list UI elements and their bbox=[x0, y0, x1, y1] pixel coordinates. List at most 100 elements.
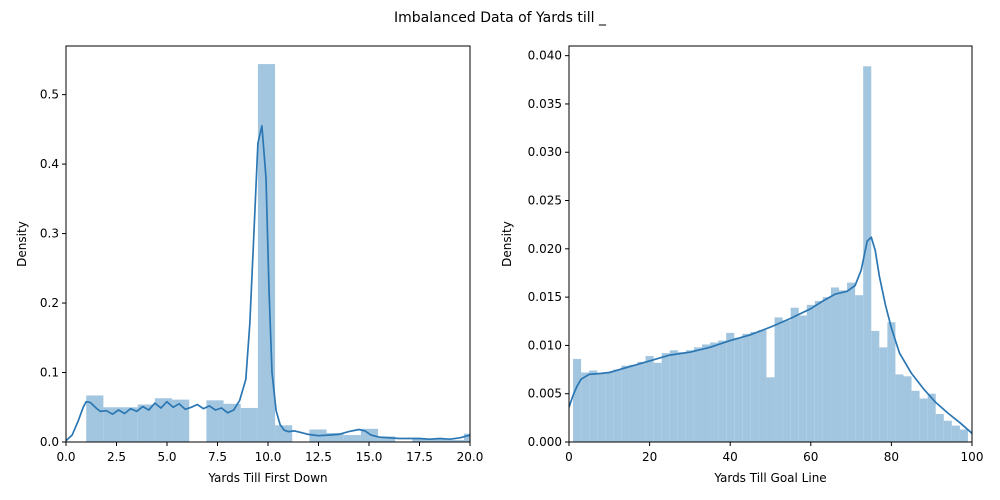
histogram-bar bbox=[597, 373, 606, 442]
histogram-bars bbox=[86, 64, 470, 442]
histogram-bar bbox=[326, 432, 344, 442]
histogram-bar bbox=[863, 66, 872, 442]
histogram-bar bbox=[734, 337, 743, 442]
histogram-bar bbox=[855, 295, 864, 442]
histogram-bar bbox=[378, 436, 396, 442]
x-tick-label: 7.5 bbox=[208, 450, 227, 464]
histogram-bar bbox=[172, 399, 190, 442]
histogram-bar bbox=[343, 435, 361, 442]
histogram-bar bbox=[257, 64, 276, 442]
x-tick-label: 5.0 bbox=[157, 450, 176, 464]
histogram-bars bbox=[573, 66, 968, 442]
histogram-bar bbox=[637, 361, 646, 442]
axes-frame bbox=[568, 45, 973, 443]
histogram-bar bbox=[710, 342, 719, 442]
histogram-bar bbox=[871, 330, 880, 442]
chart-panel-yards-till-first-down: 0.0 2.5 5.0 7.5 10.0 12.5 15.0 17.5 20.0 0.0 0.1 0.… bbox=[15, 45, 484, 485]
histogram-bar bbox=[86, 395, 104, 442]
x-tick-label: 0.0 bbox=[56, 450, 75, 464]
histogram-bar bbox=[847, 282, 856, 442]
histogram-bar bbox=[573, 358, 582, 442]
histogram-bar bbox=[412, 438, 430, 442]
histogram-bar bbox=[903, 376, 912, 442]
histogram-bar bbox=[790, 307, 799, 442]
x-tick-label: 15.0 bbox=[356, 450, 383, 464]
y-tick-label: 0.5 bbox=[40, 88, 59, 102]
histogram-bar bbox=[137, 404, 155, 442]
x-axis-label: Yards Till First Down bbox=[207, 471, 327, 485]
histogram-bar bbox=[581, 372, 590, 442]
histogram-bar bbox=[742, 333, 751, 442]
histogram-bar bbox=[750, 331, 759, 442]
y-tick-label: 0.2 bbox=[40, 296, 59, 310]
histogram-bar bbox=[774, 317, 783, 442]
histogram-bar bbox=[653, 362, 662, 442]
histogram-bar bbox=[911, 390, 920, 442]
y-tick-label: 0.020 bbox=[528, 242, 562, 256]
figure-suptitle: Imbalanced Data of Yards till _ bbox=[394, 10, 607, 26]
histogram-bar bbox=[806, 304, 815, 442]
y-tick-label: 0.0 bbox=[40, 435, 59, 449]
histogram-bar bbox=[275, 425, 293, 442]
histogram-bar bbox=[463, 433, 470, 442]
y-tick-label: 0.010 bbox=[528, 338, 562, 352]
histogram-bar bbox=[895, 374, 904, 442]
histogram-bar bbox=[223, 403, 241, 442]
y-tick-label: 0.035 bbox=[528, 97, 562, 111]
y-tick-label: 0.040 bbox=[528, 49, 562, 63]
x-tick-label: 0 bbox=[565, 450, 573, 464]
y-tick-label: 0.1 bbox=[40, 366, 59, 380]
histogram-bar bbox=[613, 369, 622, 442]
histogram-bar bbox=[718, 340, 727, 442]
histogram-bar bbox=[766, 377, 775, 442]
histogram-bar bbox=[693, 347, 702, 442]
histogram-bar bbox=[830, 287, 840, 442]
histogram-bar bbox=[927, 393, 936, 442]
histogram-bar bbox=[758, 329, 767, 442]
histogram-bar bbox=[943, 420, 952, 442]
histogram-bar bbox=[839, 290, 848, 442]
histogram-bar bbox=[446, 439, 464, 442]
histogram-bar bbox=[103, 407, 121, 442]
x-tick-label: 60 bbox=[803, 450, 818, 464]
histogram-bar bbox=[782, 320, 791, 442]
y-tick-label: 0.015 bbox=[528, 290, 562, 304]
x-tick-label: 20 bbox=[642, 450, 657, 464]
histogram-bar bbox=[701, 344, 711, 442]
x-tick-label: 20.0 bbox=[457, 450, 484, 464]
histogram-bar bbox=[798, 315, 807, 442]
histogram-bar bbox=[677, 352, 686, 442]
y-tick-label: 0.000 bbox=[528, 435, 562, 449]
histogram-bar bbox=[360, 428, 379, 442]
x-tick-label: 2.5 bbox=[107, 450, 126, 464]
histogram-bar bbox=[887, 322, 896, 442]
x-tick-label: 100 bbox=[961, 450, 984, 464]
x-tick-label: 80 bbox=[884, 450, 899, 464]
kde-line bbox=[569, 236, 972, 434]
histogram-bar bbox=[589, 370, 598, 442]
chart-panel-yards-till-goal-line: 0 20 40 60 80 100 0.000 0.005 0.010 0.015 0.020 0.0… bbox=[500, 45, 984, 485]
kde-line bbox=[66, 125, 470, 442]
y-tick-label: 0.4 bbox=[40, 157, 59, 171]
histogram-bar bbox=[621, 365, 630, 442]
x-tick-label: 17.5 bbox=[406, 450, 433, 464]
histogram-bar bbox=[429, 438, 447, 442]
x-tick-label: 12.5 bbox=[305, 450, 332, 464]
x-tick-label: 40 bbox=[723, 450, 738, 464]
histogram-bar bbox=[959, 429, 968, 442]
x-axis-label: Yards Till Goal Line bbox=[713, 471, 826, 485]
y-tick-label: 0.3 bbox=[40, 227, 59, 241]
histogram-bar bbox=[661, 353, 670, 442]
histogram-bar bbox=[154, 398, 173, 442]
histogram-bar bbox=[935, 413, 944, 442]
y-tick-label: 0.025 bbox=[528, 194, 562, 208]
histogram-bar bbox=[879, 347, 888, 442]
histogram-bar bbox=[822, 297, 831, 442]
x-tick-label: 10.0 bbox=[255, 450, 282, 464]
y-tick-label: 0.030 bbox=[528, 145, 562, 159]
histogram-bar bbox=[645, 356, 654, 442]
y-axis-label: Density bbox=[500, 221, 514, 267]
y-tick-label: 0.005 bbox=[528, 387, 562, 401]
histogram-bar bbox=[726, 332, 735, 442]
